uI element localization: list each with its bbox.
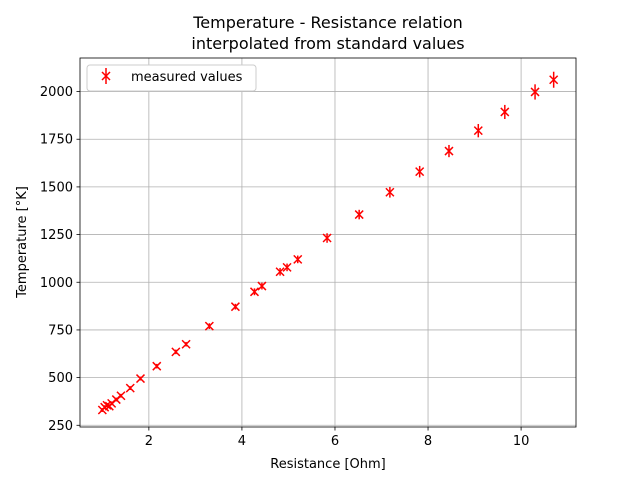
data-point [181,339,191,349]
point-marker [354,210,364,220]
data-point [257,281,267,291]
legend-entry-label: measured values [131,70,243,85]
data-point [275,267,285,277]
point-marker [171,347,181,357]
y-tick-label: 1000 [40,276,73,291]
data-point [230,302,240,312]
chart-title-line2: interpolated from standard values [191,34,464,53]
data-point [204,321,214,331]
chart-title-line1: Temperature - Resistance relation [192,13,463,32]
point-marker [415,167,425,177]
y-tick-label: 2000 [40,85,73,100]
data-point [116,391,126,401]
data-point [549,71,559,88]
point-marker [293,254,303,264]
data-point [500,104,510,120]
point-marker [549,75,559,85]
data-point [322,233,332,243]
y-tick-label: 1250 [40,228,73,243]
legend-marker-x [101,71,111,81]
point-marker [249,287,260,297]
y-axis-label: Temperature [°K] [15,186,30,299]
y-tick-label: 250 [48,419,73,434]
x-tick-label: 6 [331,434,339,449]
plot-area-frame [79,57,577,428]
point-marker [230,302,240,312]
grid [80,58,576,427]
data-point [473,123,483,138]
data-series [97,71,559,415]
y-tick-label: 500 [48,371,73,386]
data-point [530,84,540,100]
point-marker [500,107,510,117]
data-point [293,254,303,264]
x-tick-label: 2 [145,434,153,449]
point-marker [275,267,285,277]
point-marker [181,339,191,349]
data-point [135,374,146,384]
x-axis-label: Resistance [Ohm] [270,457,385,472]
data-point [249,287,260,297]
point-marker [116,391,126,401]
data-point [444,144,454,158]
y-tick-label: 1750 [40,133,73,148]
point-marker [282,262,292,272]
x-tick-label: 10 [513,434,530,449]
y-tick-label: 750 [48,323,73,338]
point-marker [473,126,483,136]
data-point [152,361,162,371]
axis-ticks: 2 4 6 8 10 250 500 750 1000 1250 1500 1750 2000 [40,85,529,449]
x-tick-label: 4 [238,434,246,449]
legend: measured values [86,64,257,92]
point-marker [152,361,162,371]
point-marker [444,146,454,156]
data-point [385,186,395,198]
data-point [282,262,292,272]
data-point [415,165,425,178]
point-marker [322,233,332,243]
point-marker [135,374,146,384]
point-marker [257,281,267,291]
data-point [171,347,181,357]
point-marker [530,87,540,97]
data-point [125,383,135,393]
point-marker [204,321,214,331]
data-point [354,209,364,220]
point-marker [125,383,135,393]
x-tick-label: 8 [424,434,432,449]
y-tick-label: 1500 [40,180,73,195]
point-marker [385,187,395,197]
legend-box [86,64,257,92]
